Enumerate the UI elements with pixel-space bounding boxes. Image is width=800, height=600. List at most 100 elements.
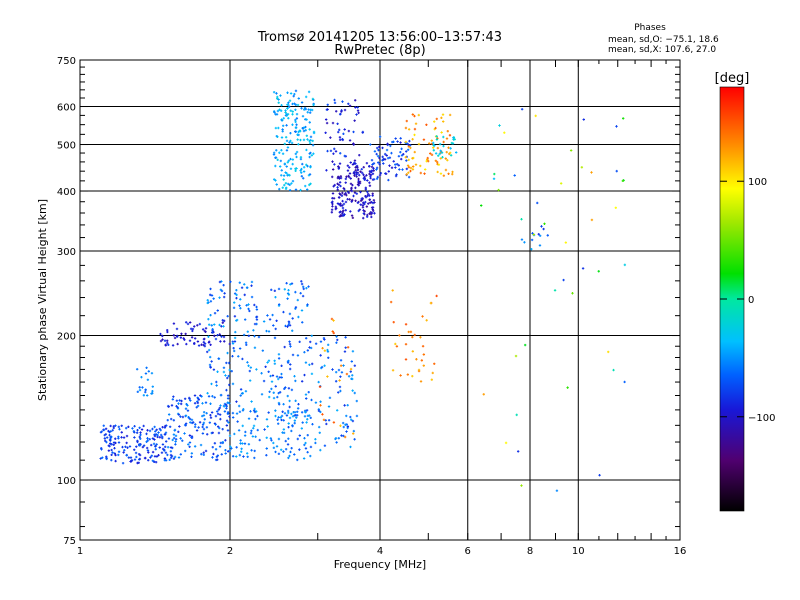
data-point (253, 346, 257, 349)
data-point (285, 124, 288, 127)
data-point (260, 393, 264, 396)
data-point (307, 390, 310, 394)
data-point (154, 433, 158, 436)
data-point (309, 416, 312, 420)
data-point (536, 201, 539, 205)
data-point (331, 168, 335, 171)
data-point (265, 436, 268, 439)
data-point (355, 192, 358, 195)
data-point (307, 90, 311, 94)
data-point (454, 151, 458, 154)
data-point (133, 431, 136, 434)
data-point (343, 350, 347, 353)
data-point (237, 429, 241, 432)
data-point (219, 404, 222, 407)
data-point (161, 443, 165, 446)
data-point (173, 429, 176, 432)
data-point (277, 303, 281, 306)
data-point (272, 90, 276, 94)
data-point (369, 176, 372, 180)
data-point (542, 227, 545, 231)
data-point (369, 143, 372, 146)
data-point (155, 443, 158, 446)
data-point (555, 489, 559, 492)
data-point (615, 169, 618, 173)
data-point (398, 334, 401, 337)
data-point (220, 453, 223, 456)
data-point (209, 402, 212, 405)
data-point (280, 414, 284, 418)
data-point (355, 171, 358, 174)
data-point (221, 321, 225, 325)
data-point (114, 437, 117, 440)
data-point (290, 446, 293, 450)
data-point (417, 368, 421, 372)
data-point (252, 427, 255, 430)
data-point (515, 413, 518, 417)
data-point (233, 336, 237, 340)
data-point (366, 179, 369, 182)
data-point (340, 434, 343, 437)
data-point (134, 451, 138, 455)
data-point (104, 427, 108, 431)
data-point (300, 167, 303, 171)
data-point (299, 169, 302, 172)
data-point (151, 385, 154, 388)
data-point (277, 287, 281, 291)
data-point (319, 448, 322, 452)
data-point (298, 130, 302, 133)
data-point (154, 445, 157, 448)
data-point (323, 444, 327, 447)
data-point (419, 171, 423, 175)
data-point (235, 293, 238, 297)
data-point (448, 134, 452, 137)
data-point (308, 346, 311, 349)
data-point (300, 411, 304, 414)
data-point (120, 436, 123, 439)
data-point (201, 432, 205, 435)
data-point (296, 133, 299, 136)
stats-heading: Phases (634, 23, 666, 33)
data-point (282, 428, 286, 431)
data-point (394, 342, 397, 346)
data-point (231, 382, 235, 386)
data-point (200, 414, 204, 418)
data-point (239, 439, 242, 442)
data-point (282, 419, 285, 422)
data-point (296, 410, 299, 413)
data-point (139, 431, 142, 434)
data-point (255, 305, 258, 309)
data-point (420, 359, 424, 362)
data-point (305, 421, 308, 424)
data-point (352, 171, 355, 175)
data-point (273, 336, 277, 340)
data-point (159, 332, 162, 336)
data-point (444, 157, 447, 160)
data-point (138, 426, 141, 429)
data-point (358, 173, 361, 177)
data-point (448, 151, 452, 154)
data-point (300, 175, 304, 178)
data-point (216, 309, 219, 312)
data-point (302, 177, 305, 180)
data-point (437, 154, 440, 157)
data-point (351, 216, 355, 220)
data-point (200, 452, 203, 456)
data-point (128, 445, 132, 448)
data-point (239, 388, 243, 391)
data-point (208, 421, 212, 424)
data-point (196, 396, 199, 399)
data-point (243, 434, 247, 437)
data-point (265, 418, 269, 421)
data-point (272, 396, 276, 400)
data-point (294, 188, 298, 191)
data-point (206, 392, 209, 395)
data-point (233, 301, 236, 304)
data-point (164, 431, 168, 434)
data-point (339, 204, 343, 207)
data-point (339, 152, 342, 155)
data-point (247, 307, 250, 311)
data-point (431, 371, 434, 375)
x-tick-label: 4 (377, 546, 383, 557)
data-point (442, 120, 445, 123)
